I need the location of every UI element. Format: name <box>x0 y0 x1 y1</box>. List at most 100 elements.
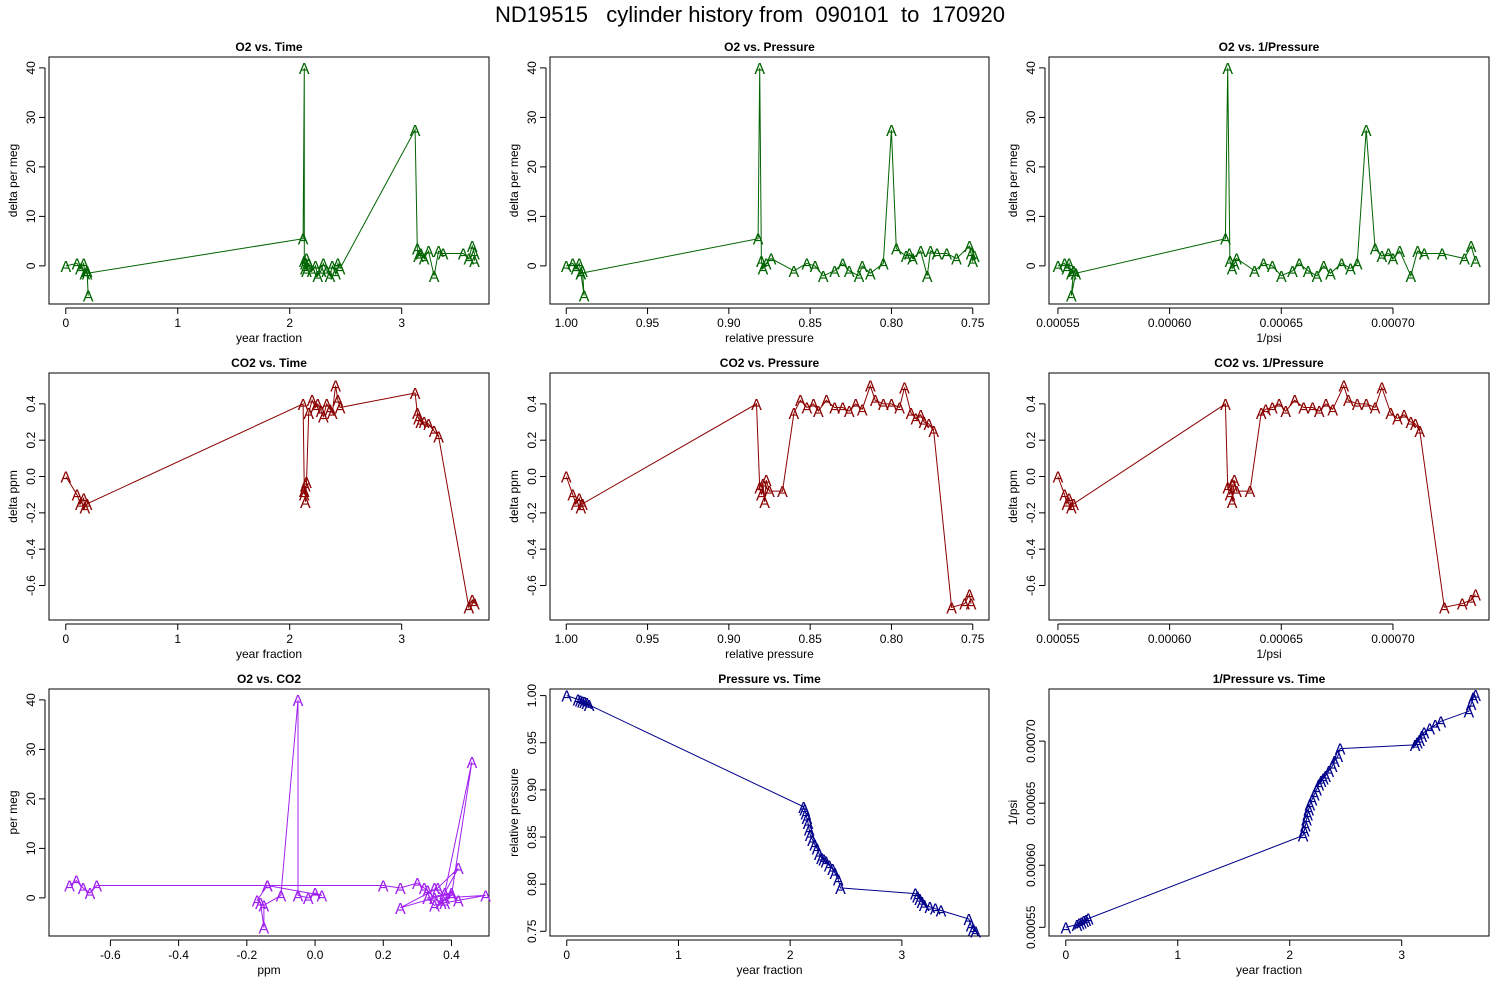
data-point: A <box>333 256 344 273</box>
x-tick-label: 0 <box>62 632 69 646</box>
data-point: A <box>964 588 975 605</box>
page-title: ND19515 cylinder history from 090101 to … <box>495 2 1005 27</box>
data-point: A <box>446 888 457 905</box>
data-point: A <box>410 386 421 403</box>
y-tick-label: -0.4 <box>24 539 38 560</box>
data-point: A <box>1412 244 1423 261</box>
data-point: A <box>844 404 855 421</box>
data-point: A <box>293 693 304 710</box>
data-point: A <box>915 408 926 425</box>
data-point: A <box>1388 251 1399 268</box>
data-point: A <box>964 912 975 929</box>
data-point: A <box>818 269 829 286</box>
data-point: A <box>969 249 980 266</box>
data-point: A <box>1414 733 1425 750</box>
data-point: A <box>827 862 838 879</box>
data-point: A <box>1287 264 1298 281</box>
data-point: A <box>574 491 585 508</box>
data-point: A <box>412 876 423 893</box>
data-point: A <box>915 244 926 261</box>
data-point: A <box>395 901 406 918</box>
data-point: A <box>919 898 930 915</box>
x-tick-label: 0.80 <box>880 632 904 646</box>
data-point: A <box>1464 704 1475 721</box>
data-point: A <box>1066 500 1077 517</box>
data-point: A <box>573 692 584 709</box>
data-point: A <box>395 881 406 898</box>
chart-co2-vs-inverse-pressure: CO2 vs. 1/Pressure 0.00055 0.00060 0.00065 0… <box>1006 356 1490 661</box>
data-point: A <box>802 811 813 828</box>
data-point: A <box>1336 256 1347 273</box>
x-axis-label: 1/psi <box>1256 331 1281 345</box>
x-tick-label: 0.95 <box>636 316 660 330</box>
data-point: A <box>1062 261 1073 278</box>
data-point: A <box>64 879 75 896</box>
data-point: A <box>1470 254 1481 271</box>
chart-co2-vs-time: CO2 vs. Time 0 1 2 3 -0.6 -0.4 -0.2 0.0 0.2 0.4 yea… <box>6 356 490 661</box>
x-tick-label: 3 <box>398 632 405 646</box>
y-tick-label: 0.00065 <box>1024 781 1038 825</box>
plot-frame <box>549 688 990 937</box>
data-point: A <box>298 232 309 249</box>
data-point: A <box>446 886 457 903</box>
data-point: A <box>1399 408 1410 425</box>
data-point: A <box>299 61 310 78</box>
data-point: A <box>1361 397 1372 414</box>
data-point: A <box>1220 232 1231 249</box>
data-point: A <box>300 479 311 496</box>
y-tick-label: -0.6 <box>1024 575 1038 596</box>
data-point: A <box>1370 401 1381 418</box>
data-point: A <box>766 251 777 268</box>
data-point: A <box>480 888 491 905</box>
data-point: A <box>439 886 450 903</box>
y-axis-label: delta per meg <box>1006 144 1020 217</box>
data-point: A <box>60 470 71 487</box>
data-point: A <box>1327 402 1338 419</box>
y-tick-label: 0.2 <box>525 432 539 449</box>
data-point: A <box>1343 393 1354 410</box>
data-point: A <box>1225 488 1236 505</box>
data-point: A <box>1231 484 1242 501</box>
data-point: A <box>1064 491 1075 508</box>
data-point: A <box>818 853 829 870</box>
y-tick-label: 1.00 <box>525 684 539 708</box>
data-point: A <box>850 397 861 414</box>
data-point: A <box>1060 920 1071 937</box>
data-point: A <box>1227 495 1238 512</box>
data-point: A <box>891 242 902 259</box>
y-tick-label: 0.2 <box>24 432 38 449</box>
data-point: A <box>330 266 341 283</box>
data-point: A <box>410 123 421 140</box>
data-point: A <box>906 406 917 423</box>
y-tick-label: -0.2 <box>1024 502 1038 523</box>
x-tick-label: 1.00 <box>555 316 579 330</box>
data-point: A <box>803 816 814 833</box>
data-point: A <box>1222 61 1233 78</box>
data-point: A <box>1468 691 1479 708</box>
data-point: A <box>436 896 447 913</box>
y-tick-label: -0.2 <box>525 502 539 523</box>
x-axis-label: relative pressure <box>725 647 814 661</box>
plot-frame <box>48 372 490 621</box>
data-point: A <box>82 497 93 514</box>
x-tick-label: 0 <box>1062 948 1069 962</box>
data-point: A <box>255 896 266 913</box>
data-point: A <box>252 893 263 910</box>
data-point: A <box>802 401 813 418</box>
data-point: A <box>1053 470 1064 487</box>
data-point: A <box>301 475 312 492</box>
x-tick-label: 0.00060 <box>1148 632 1192 646</box>
data-point: A <box>754 480 765 497</box>
data-point: A <box>1066 266 1077 283</box>
data-point: A <box>932 247 943 264</box>
data-point: A <box>1289 393 1300 410</box>
chart-title: O2 vs. Pressure <box>724 40 815 54</box>
data-point: A <box>259 921 270 938</box>
x-tick-label: 3 <box>1398 948 1405 962</box>
data-point: A <box>310 259 321 276</box>
data-point: A <box>1307 792 1318 809</box>
data-point: A <box>798 800 809 817</box>
y-tick-label: -0.2 <box>24 502 38 523</box>
data-point: A <box>299 484 310 501</box>
data-point: A <box>453 861 464 878</box>
